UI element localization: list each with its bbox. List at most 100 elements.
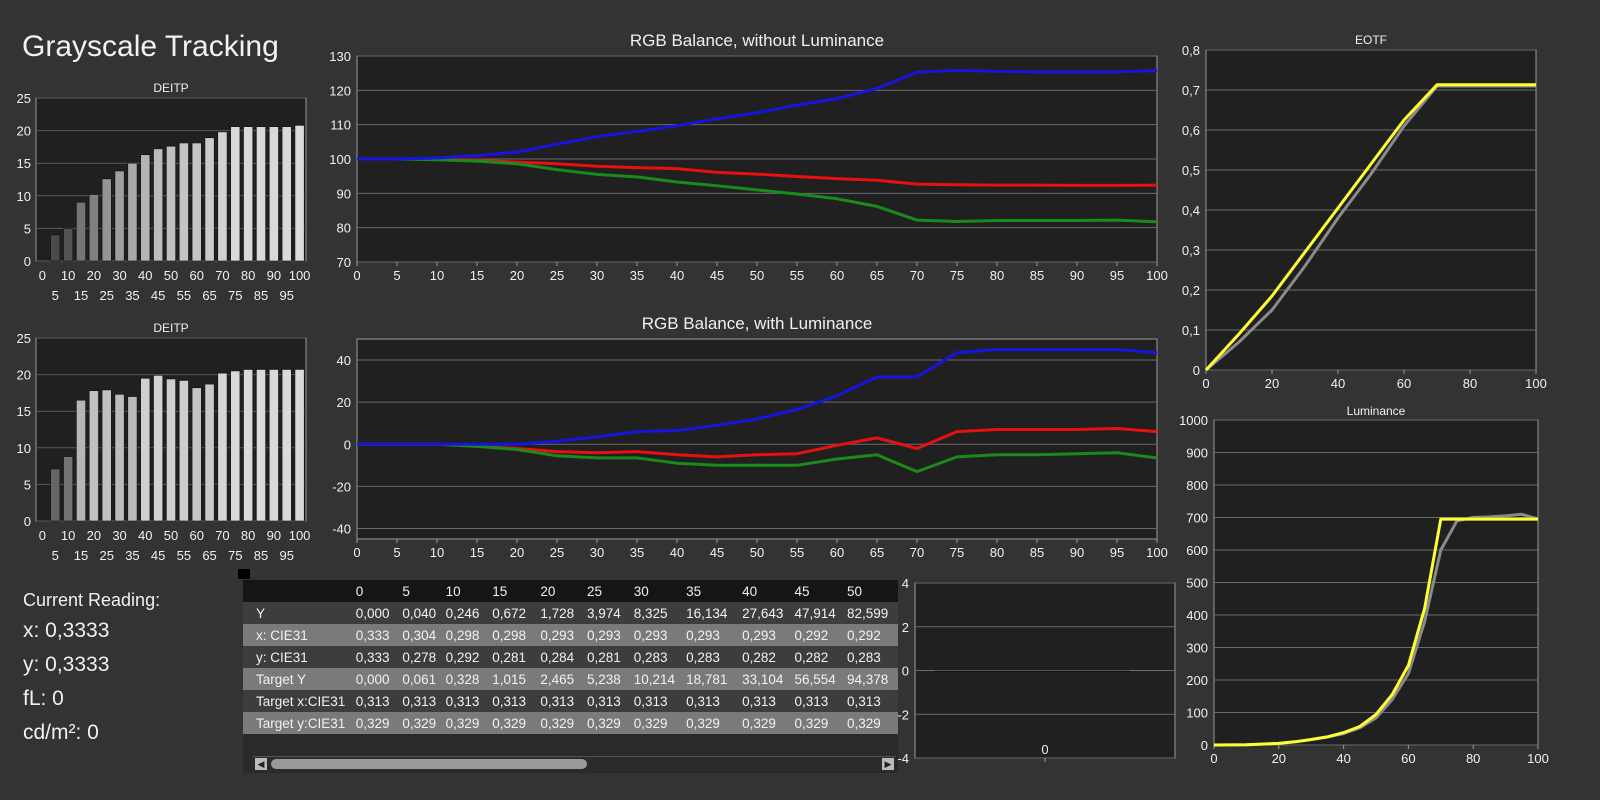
y-tick-label: 10	[17, 441, 31, 456]
scroll-left-arrow-icon[interactable]: ◀	[255, 758, 267, 770]
x-tick-label: 30	[112, 268, 126, 283]
row-label: Target x:CIE31	[243, 690, 351, 712]
x-tick-label: 30	[112, 528, 126, 543]
y-tick-label: 25	[17, 91, 31, 106]
table-row[interactable]: x: CIE31 0,333 0,304 0,298 0,298 0,293 0,293 0,…	[243, 624, 898, 646]
table-header-cell: 0	[350, 580, 398, 602]
x-tick-label: 85	[1030, 268, 1044, 283]
y-tick-label: 0	[1201, 738, 1208, 753]
x-tick-label: 25	[550, 268, 564, 283]
reading-cdm2: cd/m²: 0	[23, 721, 99, 744]
table-scrollbar[interactable]: ◀ ▶	[253, 756, 896, 771]
x-tick-label: 60	[830, 268, 844, 283]
x-tick-label: 75	[228, 548, 242, 563]
table-cell: 0,246	[440, 602, 488, 624]
y-tick-label: 100	[1186, 706, 1208, 721]
table-cell: 0,333	[350, 624, 398, 646]
y-tick-label: -4	[897, 751, 909, 766]
table-cell: 0,298	[440, 624, 488, 646]
x-tick-label: 75	[228, 288, 242, 303]
bar	[243, 369, 254, 522]
deitp1-title: DEITP	[153, 81, 188, 95]
x-tick-label: 15	[470, 545, 484, 560]
page-title: Grayscale Tracking	[22, 30, 279, 63]
table-cell: 3,974	[582, 602, 629, 624]
x-tick-label: 0	[39, 268, 46, 283]
table-cell: 0,281	[487, 646, 536, 668]
table-row[interactable]: Target Y 0,000 0,061 0,328 1,015 2,465 5,238 10…	[243, 668, 898, 690]
x-tick-label: 45	[710, 268, 724, 283]
table-header-cell: 45	[789, 580, 842, 602]
rgb1-title: RGB Balance, without Luminance	[630, 31, 884, 50]
table-cell: 16,134	[681, 602, 738, 624]
x-tick-label: 60	[189, 268, 203, 283]
series-line-yellow	[1213, 517, 1538, 747]
table-row[interactable]: Target y:CIE31 0,329 0,329 0,329 0,329 0,329 0…	[243, 712, 898, 734]
table-row[interactable]: Y 0,000 0,040 0,246 0,672 1,728 3,974 8,325 16,1…	[243, 602, 898, 624]
x-tick-label: 85	[254, 548, 268, 563]
bar	[268, 369, 279, 522]
table-cell: 5,238	[582, 668, 629, 690]
x-tick-label: 0	[39, 528, 46, 543]
y-tick-label: 2	[902, 620, 909, 635]
y-tick-label: 20	[17, 124, 31, 139]
x-tick-label: 100	[1525, 376, 1547, 391]
x-tick-label: 100	[1146, 545, 1168, 560]
bar	[217, 372, 228, 522]
table-cell: 0,282	[789, 646, 842, 668]
table-cell: 0,313	[681, 690, 738, 712]
y-tick-label: 300	[1186, 641, 1208, 656]
x-tick-label: 40	[1336, 751, 1350, 766]
row-label: x: CIE31	[243, 624, 351, 646]
x-tick-label: 80	[990, 545, 1004, 560]
table-row[interactable]: y: CIE31 0,333 0,278 0,292 0,281 0,284 0,281 0,…	[243, 646, 898, 668]
x-tick-label: 50	[164, 268, 178, 283]
x-tick-label: 55	[177, 288, 191, 303]
y-tick-label: -40	[332, 521, 351, 536]
table-cell: 0,313	[582, 690, 629, 712]
x-tick-label: 80	[241, 528, 255, 543]
table-cell: 0,672	[487, 602, 536, 624]
scroll-thumb[interactable]	[271, 759, 587, 769]
x-tick-label: 70	[910, 268, 924, 283]
x-tick-label: 80	[1466, 751, 1480, 766]
measurement-table[interactable]: 0 5 10 15 20 25 30 35 40 45 50 Y 0,000 0,040 0,246 0,6…	[243, 580, 898, 773]
y-tick-label: 0,1	[1182, 323, 1200, 338]
table-cell: 27,643	[737, 602, 790, 624]
bar	[243, 126, 254, 262]
y-tick-label: 5	[24, 477, 31, 492]
x-tick-label: 80	[990, 268, 1004, 283]
series-line-blue	[357, 348, 1158, 446]
y-tick-label: 120	[329, 83, 351, 98]
table-cell: 0,329	[487, 712, 536, 734]
bar	[178, 142, 189, 262]
table-cell: 0,293	[737, 624, 790, 646]
eotf-title: EOTF	[1355, 33, 1387, 47]
row-label: Target y:CIE31	[243, 712, 351, 734]
y-tick-label: 15	[17, 156, 31, 171]
current-reading-panel: Current Reading: x: 0,3333 y: 0,3333 fL:…	[23, 590, 160, 755]
table-cell: 0,329	[789, 712, 842, 734]
bar	[127, 162, 138, 262]
x-tick-label: 15	[470, 268, 484, 283]
table-cell: 82,599	[841, 602, 898, 624]
x-tick-label: 35	[630, 268, 644, 283]
y-tick-label: 4	[902, 576, 909, 591]
x-tick-label: 20	[510, 268, 524, 283]
x-tick-label: 0	[353, 268, 360, 283]
bar	[101, 178, 112, 262]
y-tick-label: 0,3	[1182, 243, 1200, 258]
y-tick-label: 40	[337, 353, 351, 368]
table-cell: 56,554	[789, 668, 842, 690]
scroll-right-arrow-icon[interactable]: ▶	[882, 758, 894, 770]
table-row[interactable]: Target x:CIE31 0,313 0,313 0,313 0,313 0,313 0…	[243, 690, 898, 712]
x-tick-label: 30	[590, 268, 604, 283]
bar	[268, 126, 279, 262]
table-cell: 0,281	[582, 646, 629, 668]
bar	[153, 148, 164, 262]
x-tick-label: 55	[177, 548, 191, 563]
x-tick-label: 95	[1110, 268, 1124, 283]
y-tick-label: 0,2	[1182, 283, 1200, 298]
y-tick-label: 700	[1186, 511, 1208, 526]
bar	[50, 234, 61, 262]
